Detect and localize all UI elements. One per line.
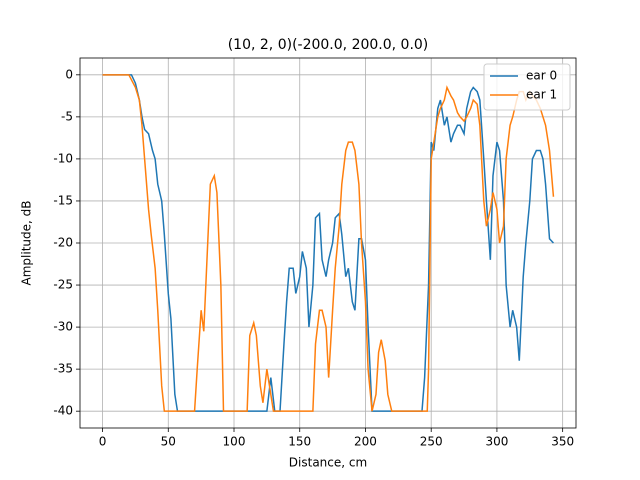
y-axis-label: Amplitude, dB <box>20 201 34 286</box>
y-tick-label: -20 <box>53 236 73 250</box>
x-tick-label: 250 <box>420 435 443 449</box>
x-tick-label: 100 <box>223 435 246 449</box>
x-tick-label: 0 <box>99 435 107 449</box>
legend-label: ear 0 <box>526 69 557 83</box>
y-tick-label: -10 <box>53 151 73 165</box>
y-tick-label: -30 <box>53 320 73 334</box>
data-line <box>102 74 555 412</box>
y-tick-label: 0 <box>65 67 73 81</box>
y-tick-label: -35 <box>53 362 73 376</box>
y-tick-label: -25 <box>53 278 73 292</box>
x-tick-label: 50 <box>161 435 176 449</box>
legend-label: ear 1 <box>526 88 557 102</box>
plot-frame <box>79 57 577 429</box>
x-tick-label: 350 <box>551 435 574 449</box>
y-tick-label: -15 <box>53 193 73 207</box>
y-tick-label: -5 <box>61 109 73 123</box>
chart-title: (10, 2, 0)(-200.0, 200.0, 0.0) <box>228 37 429 53</box>
x-tick-label: 200 <box>354 435 377 449</box>
y-tick-label: -40 <box>53 404 73 418</box>
x-tick-label: 300 <box>485 435 508 449</box>
legend: ear 0 ear 1 <box>483 63 571 111</box>
x-axis-label: Distance, cm <box>289 456 367 470</box>
x-tick-label: 150 <box>288 435 311 449</box>
